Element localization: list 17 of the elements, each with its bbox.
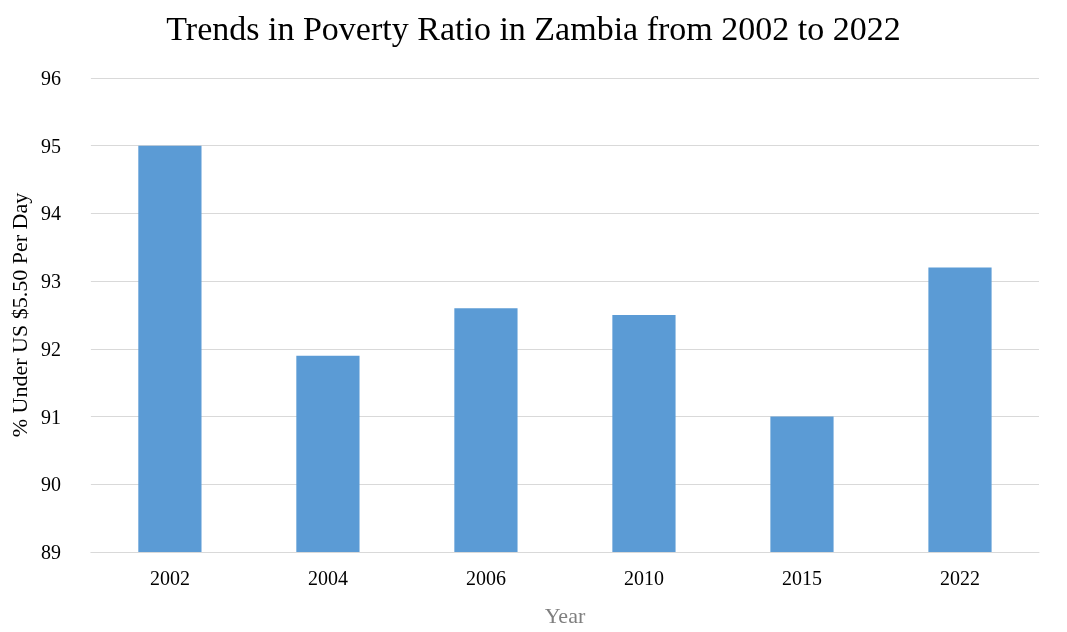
chart-title: Trends in Poverty Ratio in Zambia from 2002 to 2022 [166, 9, 901, 47]
y-axis-title: % Under US $5.50 Per Day [6, 192, 32, 438]
y-tick-label: 92 [40, 337, 61, 360]
y-tick-label: 90 [40, 473, 61, 496]
x-tick-label: 2010 [623, 567, 664, 589]
y-tick-label: 95 [40, 134, 61, 157]
x-axis-title: Year [544, 602, 586, 628]
y-tick-label: 91 [40, 405, 61, 428]
x-tick-label: 2022 [939, 567, 980, 589]
x-tick-label: 2002 [149, 567, 190, 589]
y-tick-label: 94 [40, 202, 61, 225]
y-tick-label: 89 [40, 541, 61, 563]
x-tick-label: 2015 [781, 567, 822, 589]
x-tick-label: 2004 [307, 567, 348, 589]
y-tick-label: 96 [40, 67, 61, 89]
y-tick-label: 93 [40, 270, 61, 293]
x-tick-label: 2006 [465, 567, 506, 589]
